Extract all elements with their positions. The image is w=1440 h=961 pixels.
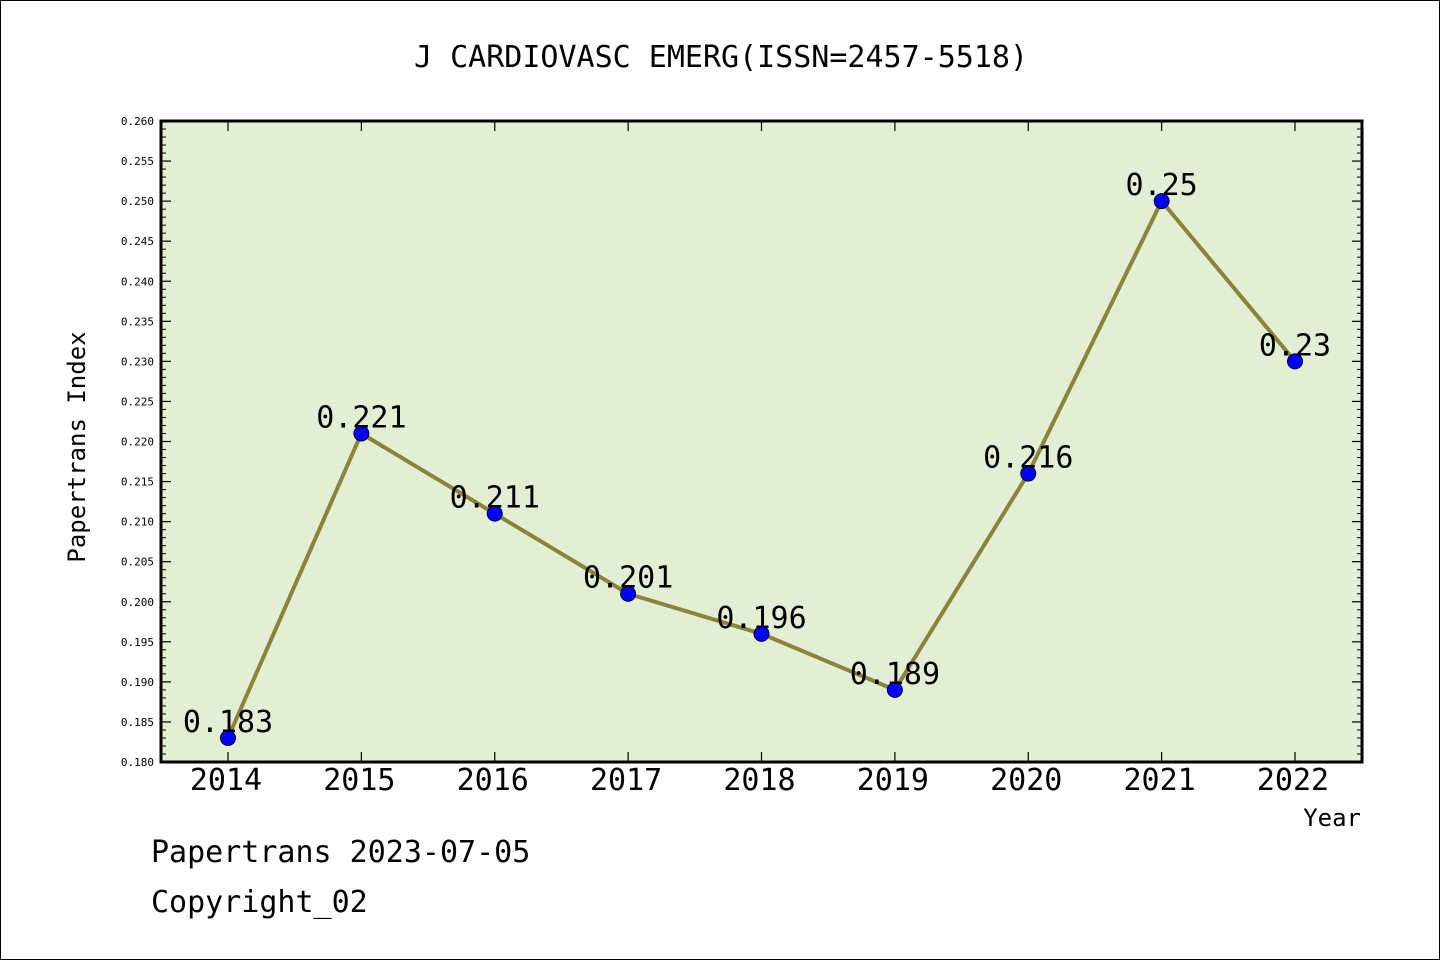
data-markers [220,193,1303,746]
y-tick-label: 0.240 [121,275,154,288]
data-label-2017: 0.201 [583,561,673,596]
y-tick-label: 0.245 [121,235,154,248]
footer-date: Papertrans 2023-07-05 [151,835,531,870]
x-tick-label: 2018 [723,763,795,798]
y-tick-label: 0.195 [121,636,154,649]
data-labels: 0.183 0.221 0.211 0.201 0.196 0.189 0.216 0.25 0… [183,168,1331,740]
data-point-2016 [486,505,503,522]
y-tick-label: 0.180 [121,756,154,769]
x-tick-label: 2019 [857,763,929,798]
y-tick-label: 0.200 [121,596,154,609]
data-point-2020 [1020,465,1037,482]
data-point-2017 [620,585,637,602]
x-tick-label: 2021 [1124,763,1196,798]
chart-title: J CARDIOVASC EMERG(ISSN=2457-5518) [414,40,1028,75]
y-tick-label: 0.190 [121,676,154,689]
y-tick-label: 0.255 [121,155,154,168]
y-tick-label: 0.235 [121,315,154,328]
y-tick-label: 0.250 [121,195,154,208]
data-point-2022 [1287,353,1303,370]
y-axis: 0.180 0.185 0.190 0.195 0.200 0.205 0.210 0.215… [121,115,1362,769]
data-point-2018 [753,625,770,642]
y-tick-label: 0.185 [121,716,154,729]
data-label-2020: 0.216 [983,441,1073,476]
x-tick-label: 2020 [990,763,1062,798]
x-tick-label: 2022 [1257,763,1329,798]
footer-copyright: Copyright_02 [151,885,368,920]
data-point-2014 [220,729,236,746]
y-tick-label: 0.215 [121,476,154,489]
data-label-2022: 0.23 [1259,328,1331,363]
y-tick-label: 0.205 [121,556,154,569]
data-label-2015: 0.221 [316,400,406,435]
data-point-2019 [886,681,903,698]
data-label-2019: 0.189 [850,657,940,692]
data-point-2015 [353,425,370,442]
y-axis-label: Papertrans Index [63,331,91,562]
plot-area [159,119,1364,764]
x-axis-label: Year [1303,804,1361,832]
y-tick-label: 0.220 [121,436,154,449]
data-label-2021: 0.25 [1126,168,1198,203]
data-point-2021 [1153,193,1170,210]
data-label-2018: 0.196 [716,601,806,636]
x-tick-label: 2015 [323,763,395,798]
x-axis: 2014 2015 2016 2017 2018 2019 2020 2021 2022 [190,121,1329,798]
y-tick-label: 0.230 [121,355,154,368]
x-tick-label: 2016 [457,763,529,798]
data-label-2016: 0.211 [450,481,540,516]
y-tick-label: 0.260 [121,115,154,128]
y-tick-label: 0.225 [121,395,154,408]
x-tick-label: 2017 [590,763,662,798]
x-tick-label: 2014 [190,763,262,798]
y-tick-label: 0.210 [121,516,154,529]
data-label-2014: 0.183 [183,705,273,740]
